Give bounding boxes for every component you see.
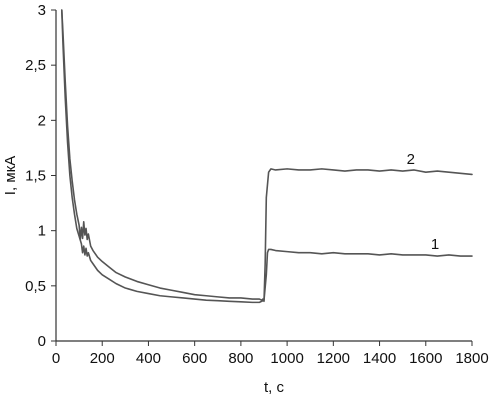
x-tick-label: 1400 xyxy=(363,350,396,367)
y-tick-label: 3 xyxy=(38,2,46,19)
y-tick-label: 1,5 xyxy=(25,168,46,185)
series-label-2: 2 xyxy=(407,151,415,168)
x-tick-label: 1800 xyxy=(455,350,488,367)
x-tick-label: 400 xyxy=(136,350,161,367)
y-tick-label: 0,5 xyxy=(25,278,46,295)
y-tick-label: 1 xyxy=(38,223,46,240)
x-tick-label: 800 xyxy=(228,350,253,367)
y-tick-label: 2,5 xyxy=(25,57,46,74)
x-tick-label: 0 xyxy=(52,350,60,367)
x-tick-label: 1000 xyxy=(270,350,303,367)
series-layer xyxy=(60,9,473,304)
series-label-1: 1 xyxy=(431,236,439,253)
x-ticks: 0 200 400 600 800 1000 1200 1400 1600 1800 xyxy=(52,341,489,367)
y-tick-label: 0 xyxy=(38,333,46,350)
x-tick-label: 600 xyxy=(182,350,207,367)
y-ticks: 0 0,5 1 1,5 2 2,5 3 xyxy=(25,2,56,350)
series-labels: 12 xyxy=(407,151,440,253)
x-tick-label: 1200 xyxy=(317,350,350,367)
x-tick-label: 200 xyxy=(90,350,115,367)
y-axis-title: I, мкА xyxy=(2,156,19,195)
x-tick-label: 1600 xyxy=(409,350,442,367)
series-line-2 xyxy=(60,9,473,303)
y-tick-label: 2 xyxy=(38,112,46,129)
series-line-1 xyxy=(60,9,473,304)
x-axis-title: t, c xyxy=(264,379,285,396)
